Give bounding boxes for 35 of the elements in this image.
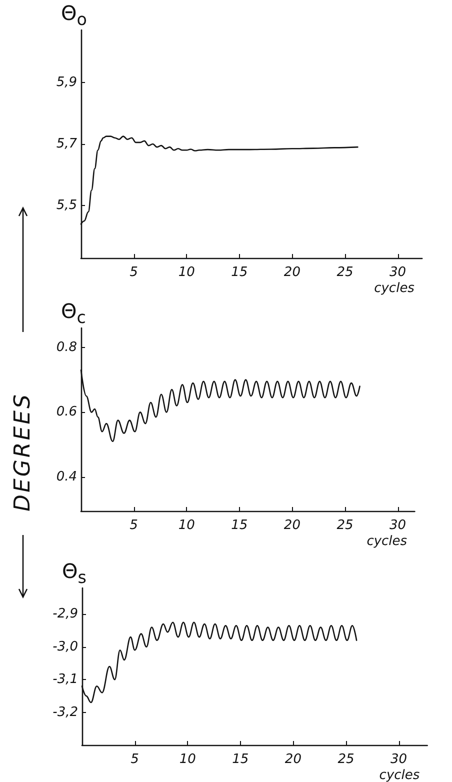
- y-tick-label: -3,1: [52, 672, 78, 688]
- y-tick-label: 5,7: [56, 136, 78, 152]
- x-axis-title: cycles: [366, 534, 408, 549]
- x-tick-label: 15: [231, 265, 248, 280]
- x-tick-label: 15: [232, 752, 249, 767]
- x-tick-label: 5: [130, 265, 138, 280]
- x-tick-label: 20: [284, 752, 302, 767]
- y-tick-label: -2,9: [52, 606, 78, 622]
- x-tick-label: 10: [179, 752, 196, 767]
- x-axis-title: cycles: [374, 281, 415, 296]
- y-tick-label: 0.4: [56, 469, 77, 484]
- x-tick-label: 25: [338, 752, 354, 767]
- y-axis-title: Θ$_{o}$: [61, 1, 87, 31]
- x-tick-label: 30: [390, 518, 406, 533]
- y-tick-label: 0.6: [56, 404, 77, 420]
- y-axis-title: Θ$_{s}$: [62, 559, 86, 589]
- x-tick-label: 5: [130, 518, 138, 533]
- x-tick-label: 25: [336, 265, 354, 280]
- y-tick-label: -3,2: [52, 704, 78, 720]
- x-tick-label: 10: [178, 265, 195, 280]
- x-tick-label: 15: [231, 518, 248, 533]
- y-tick-label: -3,0: [52, 639, 78, 654]
- x-tick-label: 30: [390, 265, 406, 280]
- x-tick-label: 25: [336, 518, 354, 533]
- x-tick-label: 20: [284, 518, 300, 533]
- y-axis-title: Θ$_{c}$: [61, 299, 86, 329]
- text: DEGREES: [10, 392, 36, 512]
- y-tick-label: 0.8: [56, 340, 77, 355]
- x-tick-label: 30: [390, 752, 408, 767]
- x-axis-title: cycles: [379, 768, 420, 782]
- y-tick-label: 5,9: [56, 74, 77, 90]
- x-tick-label: 5: [130, 752, 139, 767]
- x-tick-label: 10: [178, 518, 195, 533]
- x-tick-label: 20: [284, 265, 300, 280]
- y-tick-label: 5,5: [56, 198, 77, 214]
